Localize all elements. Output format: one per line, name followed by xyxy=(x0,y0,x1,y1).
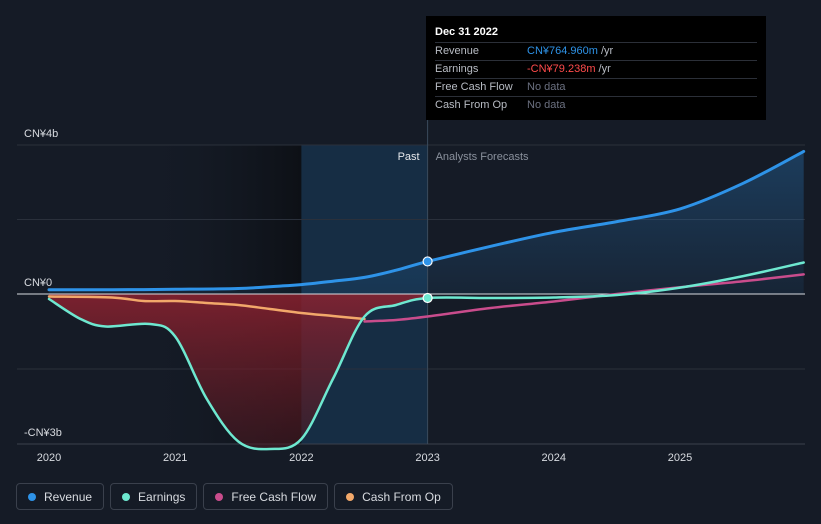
legend-dot-icon xyxy=(215,492,224,501)
legend-item-cash-from-op[interactable]: Cash From Op xyxy=(334,483,453,510)
legend-dot-icon xyxy=(346,492,355,501)
earnings-loss-area xyxy=(49,294,428,450)
y-tick-label: CN¥4b xyxy=(24,128,58,140)
earnings-line xyxy=(47,261,805,451)
tooltip-row-value: -CN¥79.238m /yr xyxy=(527,63,611,75)
tooltip-panel: Dec 31 2022 Revenue CN¥764.960m /yr Earnin… xyxy=(426,16,766,120)
x-tick-label: 2024 xyxy=(542,452,566,464)
past-label: Past xyxy=(398,151,420,163)
revenue-marker xyxy=(422,256,433,267)
tooltip-row-label: Cash From Op xyxy=(435,99,508,111)
legend-label: Free Cash Flow xyxy=(231,489,317,504)
free-cash-flow-line xyxy=(363,273,805,323)
chart-legend: Revenue Earnings Free Cash Flow Cash From O… xyxy=(16,483,453,510)
legend-item-earnings[interactable]: Earnings xyxy=(110,483,198,510)
tooltip-row-value: CN¥764.960m /yr xyxy=(527,45,614,57)
x-tick-label: 2022 xyxy=(289,452,313,464)
x-tick-label: 2023 xyxy=(415,452,439,464)
legend-dot-icon xyxy=(122,492,131,501)
legend-label: Cash From Op xyxy=(362,489,441,504)
tooltip-date: Dec 31 2022 xyxy=(435,26,498,38)
legend-label: Revenue xyxy=(44,489,93,504)
cash-from-op-line xyxy=(47,295,366,321)
tooltip-row: Cash From Op No data xyxy=(435,96,757,114)
legend-dot-icon xyxy=(28,492,36,501)
tooltip-row-label: Revenue xyxy=(435,45,480,57)
x-tick-label: 2020 xyxy=(37,452,61,464)
legend-item-revenue[interactable]: Revenue xyxy=(16,483,105,510)
forecast-label: Analysts Forecasts xyxy=(436,151,529,163)
earnings-marker xyxy=(422,292,433,304)
y-tick-label: CN¥0 xyxy=(24,277,52,289)
tooltip-row-value: No data xyxy=(527,81,566,93)
tooltip-row-label: Earnings xyxy=(435,63,479,75)
tooltip-row: Earnings -CN¥79.238m /yr xyxy=(435,60,757,78)
tooltip-row: Revenue CN¥764.960m /yr xyxy=(435,42,757,60)
legend-item-free-cash-flow[interactable]: Free Cash Flow xyxy=(203,483,329,510)
tooltip-row-label: Free Cash Flow xyxy=(435,81,513,93)
y-tick-label: -CN¥3b xyxy=(24,427,62,439)
tooltip-row-value: No data xyxy=(527,99,566,111)
revenue-area xyxy=(49,151,804,294)
x-tick-label: 2025 xyxy=(668,452,692,464)
legend-label: Earnings xyxy=(138,489,186,504)
tooltip-row: Free Cash Flow No data xyxy=(435,78,757,96)
revenue-line xyxy=(47,149,806,292)
x-tick-label: 2021 xyxy=(163,452,187,464)
